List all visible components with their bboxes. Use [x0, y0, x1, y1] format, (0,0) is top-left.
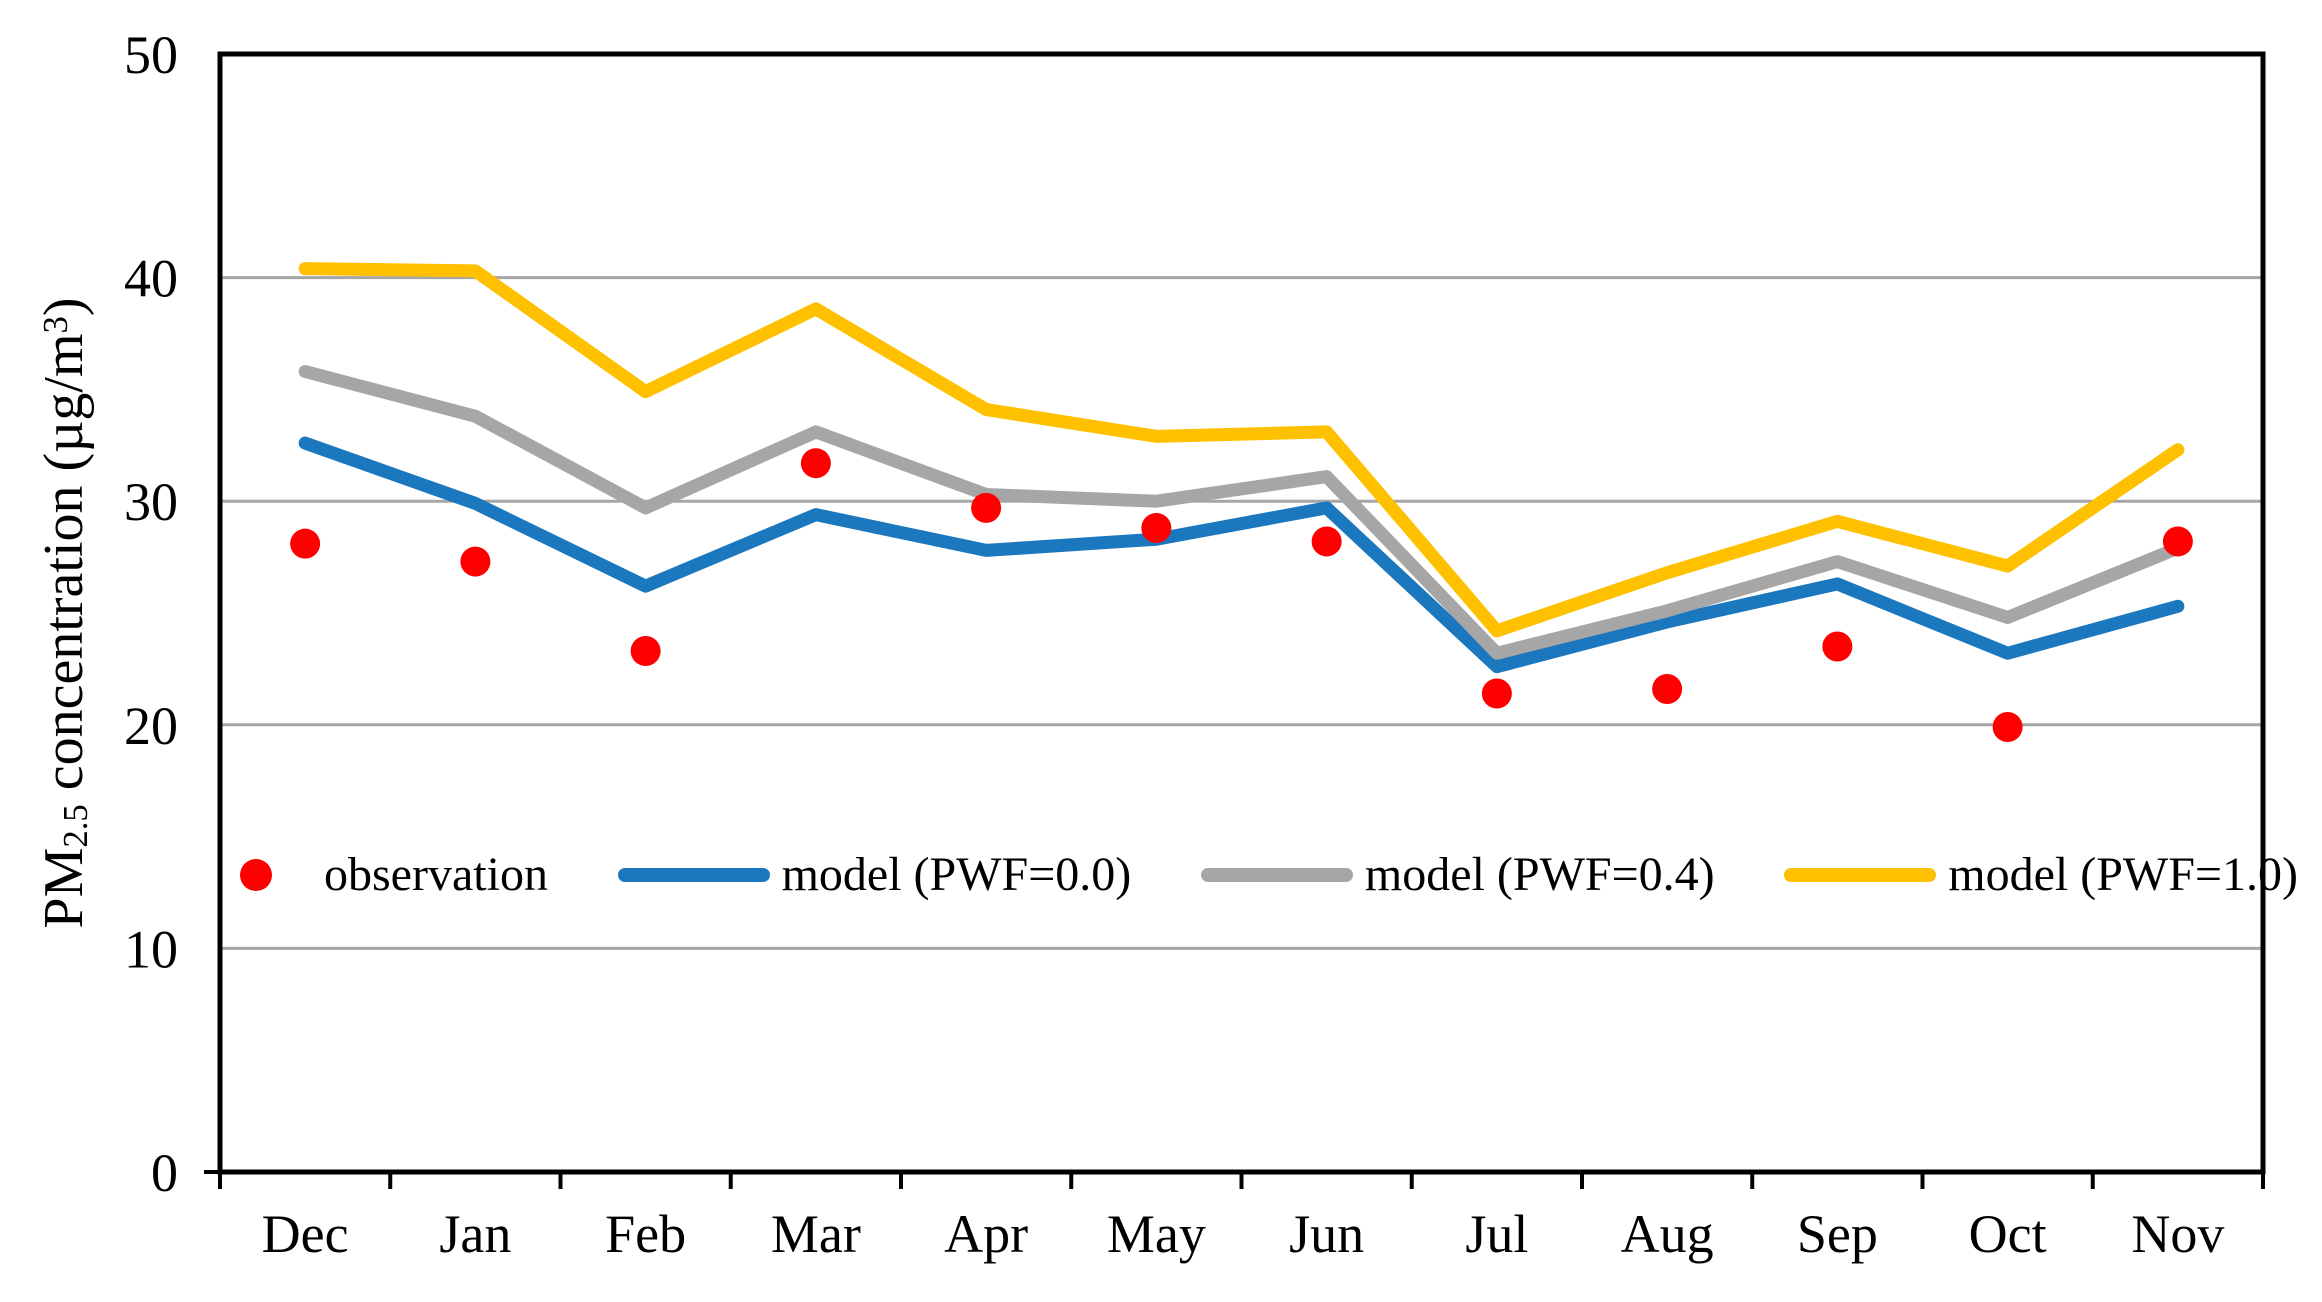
y-axis-title-suffix: ) [33, 297, 95, 317]
series-line-model-pwf-0.4- [298, 365, 2185, 660]
series-dot-dec [290, 528, 321, 559]
legend-line-marker-icon [1784, 868, 1937, 882]
chart-legend: observation model (PWF=0.0) model (PWF=0.4… [240, 840, 2298, 910]
y-axis-title: PM2.5 concentration (µg/m3) [32, 297, 96, 928]
series-dot-aug [1652, 674, 1683, 705]
y-tick-label-0: 0 [151, 1143, 178, 1203]
x-tick-label-nov: Nov [2131, 1204, 2224, 1264]
legend-label: model (PWF=0.4) [1364, 848, 1715, 901]
series-dot-jan [460, 546, 491, 577]
legend-label: model (PWF=1.0) [1948, 848, 2298, 901]
series-dot-jul [1481, 678, 1512, 709]
series-dot-jun [1311, 526, 1342, 557]
series-dot-apr [971, 492, 1002, 523]
series-dot-oct [1992, 712, 2023, 743]
x-tick-label-aug: Aug [1621, 1204, 1714, 1264]
series-dot-feb [630, 636, 661, 667]
legend-line-marker-icon [1200, 868, 1353, 882]
y-axis-title-subscript: 2.5 [55, 804, 95, 848]
y-tick-label-30: 30 [124, 472, 178, 532]
legend-label: observation [324, 848, 548, 901]
x-tick-label-may: May [1107, 1204, 1206, 1264]
legend-label: model (PWF=0.0) [781, 848, 1132, 901]
series-line-model-pwf-0.0- [298, 436, 2185, 674]
x-tick-label-mar: Mar [771, 1204, 861, 1264]
y-tick-label-40: 40 [124, 249, 178, 309]
x-tick-label-jul: Jul [1465, 1204, 1528, 1264]
series-dot-sep [1822, 631, 1853, 662]
legend-item-model-pwf-1.0-: model (PWF=1.0) [1784, 851, 2298, 899]
legend-line-marker-icon [617, 868, 770, 882]
y-axis-title-superscript: 3 [35, 316, 75, 334]
y-tick-label-50: 50 [124, 25, 178, 85]
y-tick-label-20: 20 [124, 696, 178, 756]
x-tick-label-dec: Dec [262, 1204, 349, 1264]
y-axis-title-middle: concentration (µg/m [33, 333, 95, 805]
series-dot-mar [800, 448, 831, 479]
plot-border [217, 51, 2266, 1175]
legend-item-model-pwf-0.0-: model (PWF=0.0) [617, 848, 1132, 901]
y-axis-title-prefix: PM [33, 847, 95, 929]
legend-item-observation: observation [240, 851, 548, 899]
x-tick-label-sep: Sep [1797, 1204, 1878, 1264]
legend-dot-marker-icon [240, 859, 272, 891]
series-dot-nov [2162, 526, 2193, 557]
legend-item-model-pwf-0.4-: model (PWF=0.4) [1200, 848, 1715, 901]
x-tick-label-jun: Jun [1289, 1204, 1364, 1264]
x-tick-label-feb: Feb [605, 1204, 686, 1264]
x-tick-label-oct: Oct [1969, 1204, 2047, 1264]
x-tick-label-jan: Jan [439, 1204, 511, 1264]
series-line-model-pwf-1.0- [298, 262, 2185, 638]
x-tick-label-apr: Apr [944, 1204, 1028, 1264]
y-tick-label-10: 10 [124, 919, 178, 979]
series-dot-may [1141, 513, 1172, 544]
